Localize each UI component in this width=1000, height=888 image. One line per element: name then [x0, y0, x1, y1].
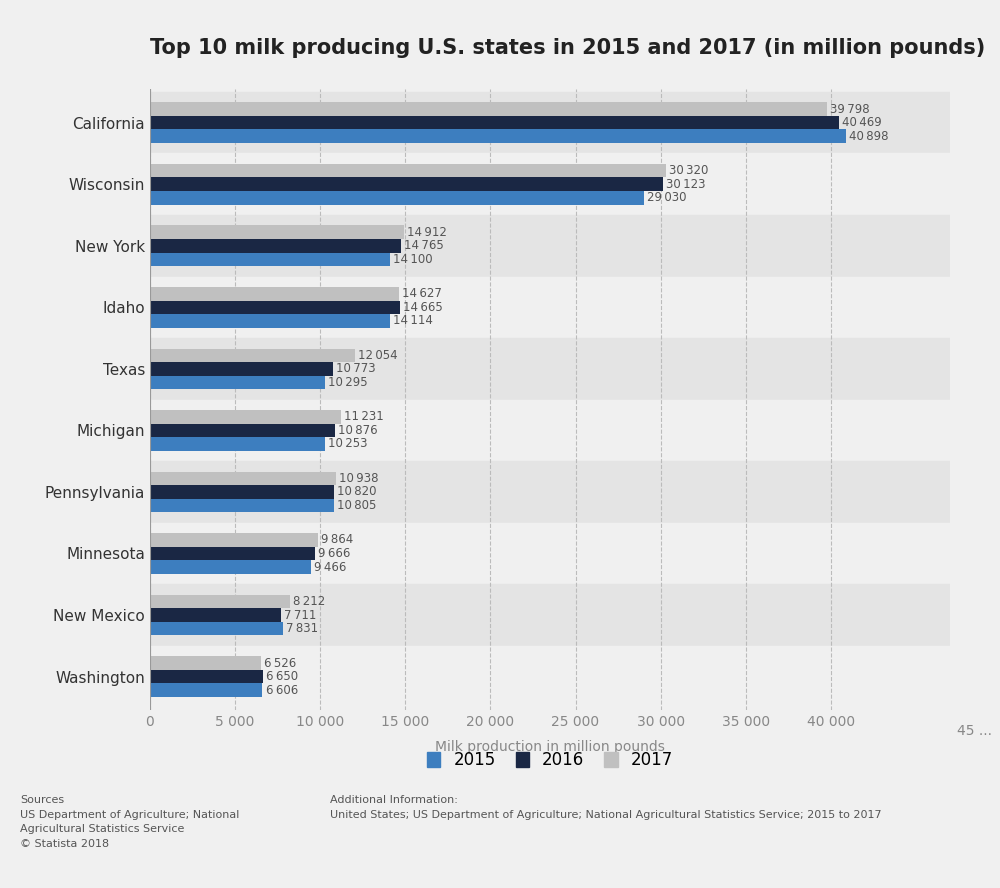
- Text: 9 864: 9 864: [321, 534, 353, 546]
- Text: 30 320: 30 320: [669, 164, 709, 177]
- Bar: [150, 154, 950, 215]
- Bar: [150, 178, 663, 191]
- Bar: [150, 560, 311, 574]
- Bar: [150, 226, 404, 239]
- Bar: [150, 215, 950, 276]
- Text: 8 212: 8 212: [293, 595, 325, 608]
- Bar: [150, 362, 333, 376]
- Text: 7 711: 7 711: [284, 608, 317, 622]
- Text: 7 831: 7 831: [286, 622, 318, 635]
- Text: 39 798: 39 798: [830, 103, 870, 115]
- Text: 14 665: 14 665: [403, 301, 442, 313]
- Bar: [150, 91, 950, 154]
- Text: 10 876: 10 876: [338, 424, 378, 437]
- Text: 11 231: 11 231: [344, 410, 384, 424]
- Bar: [150, 472, 336, 485]
- Text: 14 100: 14 100: [393, 253, 433, 266]
- Bar: [150, 424, 335, 437]
- Text: 14 912: 14 912: [407, 226, 447, 239]
- Bar: [150, 684, 262, 697]
- Bar: [150, 400, 950, 461]
- Text: 14 114: 14 114: [393, 314, 433, 328]
- Text: 14 627: 14 627: [402, 287, 442, 300]
- Text: 10 820: 10 820: [337, 486, 377, 498]
- Text: 10 938: 10 938: [339, 472, 379, 485]
- Bar: [150, 276, 950, 338]
- Bar: [150, 656, 261, 670]
- Bar: [150, 239, 401, 252]
- Text: 6 606: 6 606: [266, 684, 298, 696]
- Text: 10 253: 10 253: [328, 438, 367, 450]
- Bar: [150, 300, 400, 314]
- Text: 10 295: 10 295: [328, 376, 368, 389]
- Bar: [150, 437, 325, 451]
- Bar: [150, 410, 341, 424]
- Text: 40 469: 40 469: [842, 116, 882, 129]
- Legend: 2015, 2016, 2017: 2015, 2016, 2017: [418, 743, 682, 778]
- Text: 6 650: 6 650: [266, 670, 298, 683]
- Bar: [150, 115, 839, 130]
- Bar: [150, 130, 846, 143]
- Bar: [150, 191, 644, 204]
- Text: Sources
US Department of Agriculture; National
Agricultural Statistics Service
©: Sources US Department of Agriculture; Na…: [20, 795, 239, 849]
- Bar: [150, 252, 390, 266]
- Bar: [150, 348, 355, 362]
- Bar: [150, 287, 399, 300]
- Text: 29 030: 29 030: [647, 191, 687, 204]
- Bar: [150, 670, 263, 684]
- Text: 40 898: 40 898: [849, 130, 889, 143]
- Text: 6 526: 6 526: [264, 656, 296, 670]
- Bar: [150, 376, 325, 389]
- Text: 10 773: 10 773: [336, 362, 376, 376]
- Text: 10 805: 10 805: [337, 499, 376, 512]
- Text: 9 466: 9 466: [314, 560, 347, 574]
- Text: 45 ...: 45 ...: [957, 725, 992, 739]
- Text: Additional Information:
United States; US Department of Agriculture; National Ag: Additional Information: United States; U…: [330, 795, 882, 820]
- Bar: [150, 622, 283, 635]
- Bar: [150, 485, 334, 499]
- Bar: [150, 595, 290, 608]
- Bar: [150, 608, 281, 622]
- Bar: [150, 102, 827, 115]
- Bar: [150, 533, 318, 547]
- Text: 9 666: 9 666: [318, 547, 350, 560]
- Text: 12 054: 12 054: [358, 349, 398, 361]
- Bar: [150, 584, 950, 646]
- Text: 30 123: 30 123: [666, 178, 705, 191]
- Bar: [150, 461, 950, 523]
- Text: Top 10 milk producing U.S. states in 2015 and 2017 (in million pounds): Top 10 milk producing U.S. states in 201…: [150, 37, 985, 58]
- Bar: [150, 314, 390, 328]
- Bar: [150, 338, 950, 400]
- X-axis label: Milk production in million pounds: Milk production in million pounds: [435, 741, 665, 755]
- Text: 14 765: 14 765: [404, 239, 444, 252]
- Bar: [150, 164, 666, 178]
- Bar: [150, 547, 315, 560]
- Bar: [150, 523, 950, 584]
- Bar: [150, 499, 334, 512]
- Bar: [150, 646, 950, 708]
